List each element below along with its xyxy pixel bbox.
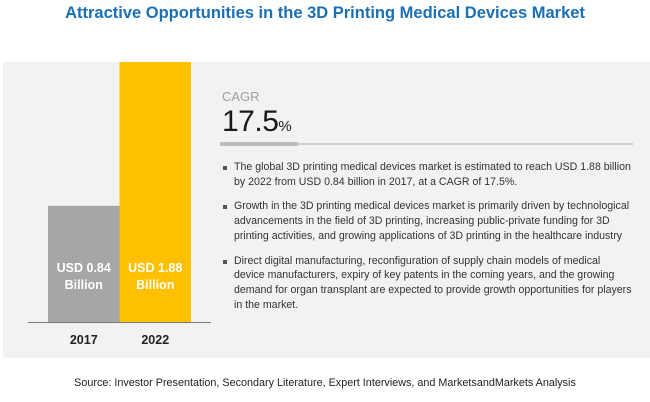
bar-2017 bbox=[48, 205, 120, 322]
x-tick-label: 2022 bbox=[141, 333, 169, 347]
data-label: USD 1.88 bbox=[128, 261, 182, 275]
bar-2022 bbox=[119, 62, 191, 322]
bullet-item: The global 3D printing medical devices m… bbox=[222, 160, 632, 189]
data-label: USD 0.84 bbox=[57, 261, 111, 275]
cagr-label: CAGR bbox=[222, 89, 260, 104]
x-tick-label: 2017 bbox=[70, 333, 98, 347]
cagr-unit: % bbox=[278, 118, 292, 135]
cagr-number: 17.5 bbox=[222, 105, 279, 138]
bullet-item: Direct digital manufacturing, reconfigur… bbox=[222, 254, 632, 313]
cagr-value: 17.5% bbox=[222, 105, 292, 139]
bullet-list: The global 3D printing medical devices m… bbox=[222, 160, 632, 322]
data-label: Billion bbox=[65, 278, 103, 292]
source-note: Source: Investor Presentation, Secondary… bbox=[74, 377, 576, 389]
page-title: Attractive Opportunities in the 3D Print… bbox=[65, 4, 585, 22]
divider bbox=[220, 143, 633, 145]
divider-accent bbox=[220, 142, 298, 146]
bullet-item: Growth in the 3D printing medical device… bbox=[222, 199, 632, 243]
data-label: Billion bbox=[136, 278, 174, 292]
